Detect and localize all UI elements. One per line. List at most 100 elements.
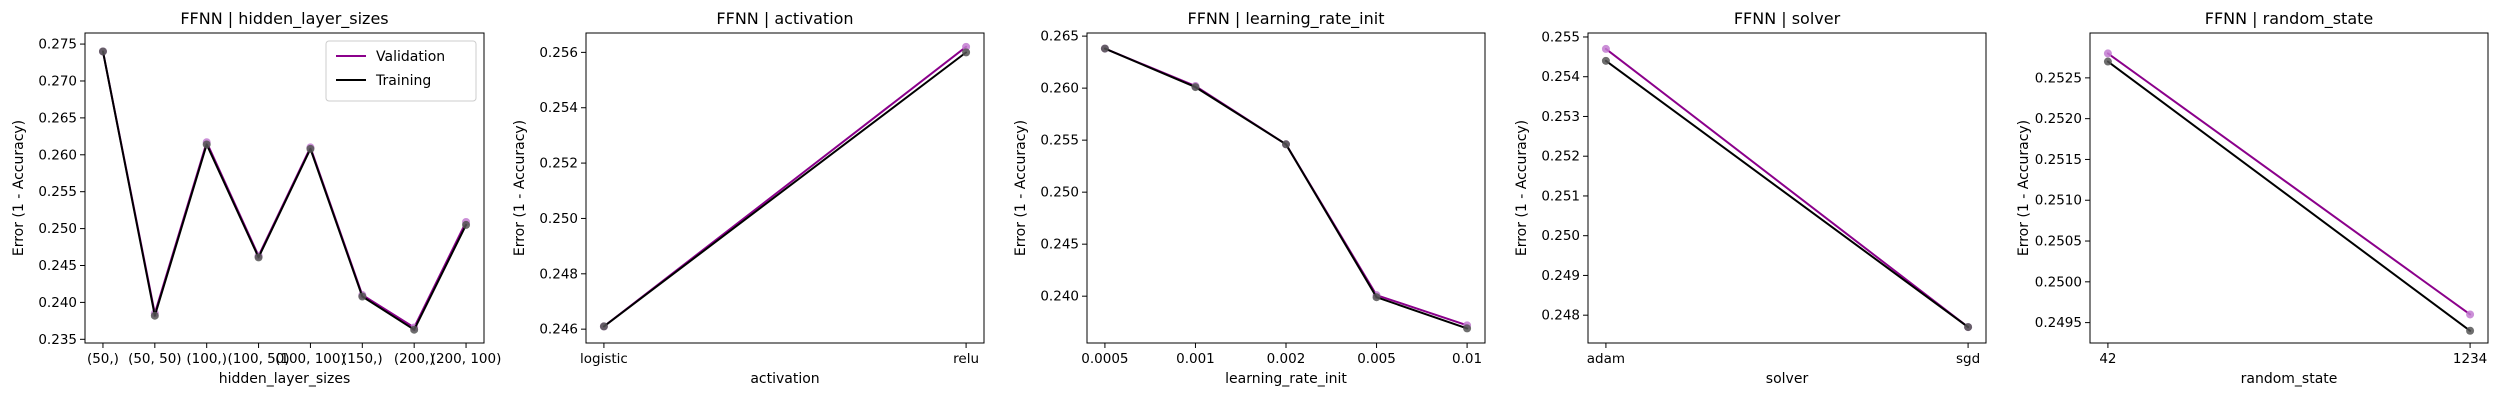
y-tick-label: 0.275 [38, 37, 77, 53]
data-point-training [1372, 293, 1381, 302]
y-tick-label: 0.240 [1040, 289, 1079, 305]
chart-title: FFNN | random_state [2205, 9, 2374, 29]
x-tick-label: (200, 100) [431, 351, 502, 367]
y-axis-label: Error (1 - Accuracy) [2016, 120, 2032, 256]
x-tick-label: (100,) [186, 351, 227, 367]
y-tick-label: 0.248 [1541, 308, 1580, 324]
x-axis-label: learning_rate_init [1225, 371, 1347, 387]
x-axis-label: hidden_layer_sizes [219, 371, 351, 387]
y-tick-label: 0.255 [1040, 133, 1079, 149]
chart-title: FFNN | activation [716, 9, 853, 28]
y-tick-label: 0.270 [38, 73, 77, 89]
plot-frame [585, 32, 985, 344]
y-tick-label: 0.255 [1541, 29, 1580, 45]
x-tick-label: (100, 50) [228, 351, 290, 367]
data-point-validation [962, 42, 971, 51]
y-tick-label: 0.2495 [2035, 315, 2082, 331]
data-point-training [462, 220, 471, 229]
data-point-training [150, 311, 159, 320]
y-tick-label: 0.246 [539, 322, 578, 338]
data-point-training [1463, 324, 1472, 333]
y-axis-label: Error (1 - Accuracy) [11, 120, 27, 256]
y-tick-label: 0.254 [539, 100, 578, 116]
y-tick-label: 0.2525 [2035, 70, 2082, 86]
y-tick-label: 0.235 [38, 332, 77, 348]
chart-panel-5: FFNN | random_state 0.2495 0.2500 0.2505 0.2… [2016, 9, 2489, 387]
y-tick-label: 0.252 [1541, 149, 1580, 165]
y-tick-label: 0.250 [38, 221, 77, 237]
data-point-training [962, 48, 971, 57]
data-point-training [98, 47, 107, 56]
y-tick-label: 0.2510 [2035, 193, 2082, 209]
y-tick-label: 0.240 [38, 295, 77, 311]
data-point-validation [2103, 49, 2112, 58]
chart-panel-4: FFNN | solver 0.248 0.249 0.250 0.251 0.252 0.… [1514, 9, 1987, 387]
data-point-training [1601, 56, 1610, 65]
plot-frame [1587, 32, 1987, 344]
x-axis-label: random_state [2241, 371, 2338, 387]
series-line-validation [1604, 47, 1970, 329]
x-tick-label: (50, 50) [128, 351, 181, 367]
legend: Validation Training [325, 40, 477, 102]
y-tick-label: 0.265 [1040, 29, 1079, 45]
y-tick-label: 0.254 [1541, 69, 1580, 85]
x-tick-label: 0.0005 [1081, 351, 1128, 367]
series-line-training [101, 50, 468, 331]
x-tick-label: (100, 100) [275, 351, 346, 367]
y-tick-label: 0.265 [38, 110, 77, 126]
plot-frame [84, 32, 485, 344]
x-tick-label: 0.01 [1452, 351, 1482, 367]
series-line-training [1103, 47, 1469, 330]
series-line-training [1604, 59, 1970, 329]
y-axis-label: Error (1 - Accuracy) [1514, 120, 1530, 256]
y-tick-label: 0.2500 [2035, 274, 2082, 290]
data-point-validation [1601, 44, 1610, 53]
y-tick-label: 0.252 [539, 156, 578, 172]
x-axis-label: solver [1766, 371, 1809, 387]
x-tick-label: sgd [1956, 351, 1980, 367]
chart-panel-1: FFNN | hidden_layer_sizes 0.235 0.240 0.245… [11, 9, 501, 387]
y-tick-label: 0.260 [38, 147, 77, 163]
y-tick-label: 0.260 [1040, 81, 1079, 97]
legend-label-validation: Validation [376, 49, 445, 65]
data-point-training [306, 144, 315, 153]
x-tick-label: adam [1587, 351, 1625, 367]
y-tick-label: 0.255 [38, 184, 77, 200]
x-tick-label: relu [953, 351, 979, 367]
y-tick-label: 0.250 [1040, 185, 1079, 201]
x-tick-label: logistic [580, 351, 628, 367]
data-point-training [1964, 323, 1973, 332]
series-line-validation [2106, 52, 2472, 316]
data-point-training [1282, 140, 1290, 149]
series-line-training [602, 51, 968, 328]
data-point-training [2103, 57, 2112, 66]
y-tick-label: 0.253 [1541, 109, 1580, 125]
series-line-training [2106, 60, 2472, 332]
x-tick-label: 0.001 [1176, 351, 1215, 367]
chart-panel-2: FFNN | activation 0.246 0.248 0.250 0.252 0.2… [512, 9, 985, 387]
x-tick-label: 0.005 [1357, 351, 1396, 367]
data-point-training [599, 322, 608, 331]
x-tick-label: 1234 [2453, 351, 2487, 367]
y-tick-label: 0.2515 [2035, 152, 2082, 168]
plot-frame [2089, 32, 2489, 344]
x-axis-label: activation [750, 371, 819, 387]
x-tick-label: 42 [2099, 351, 2116, 367]
y-tick-label: 0.2520 [2035, 111, 2082, 127]
chart-panel-3: FFNN | learning_rate_init 0.240 0.245 0.250… [1013, 9, 1486, 387]
y-axis-label: Error (1 - Accuracy) [1013, 120, 1029, 256]
y-tick-label: 0.249 [1541, 268, 1580, 284]
y-tick-label: 0.2505 [2035, 234, 2082, 250]
x-tick-label: (150,) [342, 351, 383, 367]
y-tick-label: 0.251 [1541, 188, 1580, 204]
x-tick-label: (200,) [394, 351, 435, 367]
y-tick-label: 0.250 [539, 211, 578, 227]
series-line-validation [1103, 47, 1469, 327]
y-tick-label: 0.250 [1541, 228, 1580, 244]
data-point-training [254, 253, 263, 262]
y-axis-label: Error (1 - Accuracy) [512, 120, 528, 256]
y-tick-label: 0.248 [539, 266, 578, 282]
plot-frame [1086, 32, 1486, 344]
y-tick-label: 0.245 [38, 258, 77, 274]
